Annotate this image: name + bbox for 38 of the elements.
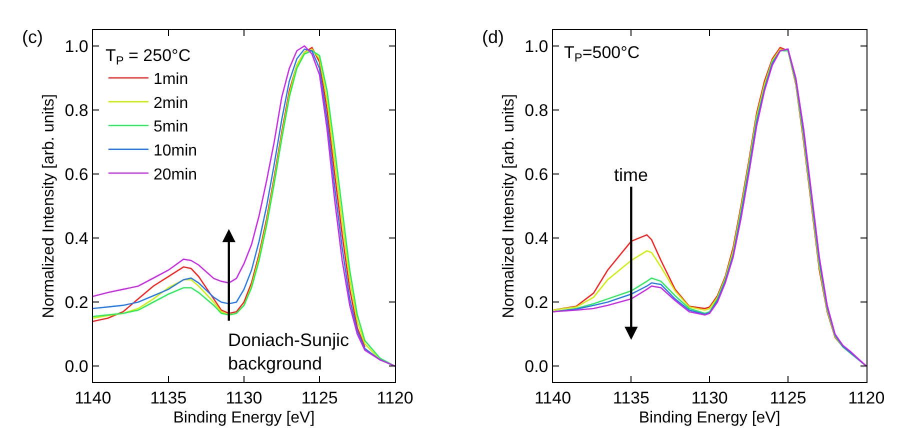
y-tick-label: 0.0 [524, 357, 548, 376]
y-axis-title: Normalized Intensity [arb. units] [500, 94, 518, 318]
y-tick-label: 0.4 [524, 229, 548, 248]
x-tick-label: 1140 [534, 388, 572, 408]
legend-title: T$_{P}$ = 250°C [105, 46, 191, 68]
x-tick-label: 1135 [150, 388, 187, 408]
y-tick-label: 0.6 [524, 165, 548, 184]
x-tick-label: 1135 [612, 388, 650, 408]
x-tick-label: 1120 [848, 388, 885, 408]
y-tick-label: 0.2 [64, 293, 88, 312]
x-tick-label: 1130 [691, 388, 728, 408]
legend-label: 5min [153, 118, 188, 136]
y-tick-label: 0.8 [64, 100, 88, 120]
annotation: time [614, 165, 648, 185]
y-tick-label: 0.8 [524, 100, 548, 120]
x-tick-label: 1140 [74, 388, 112, 408]
x-tick-label: 1120 [376, 388, 414, 408]
legend-label: 20min [153, 166, 198, 184]
y-tick-label: 0.2 [524, 293, 548, 312]
line-series [92, 46, 366, 348]
chart-title: (c) [22, 27, 43, 47]
y-tick-label: 1.0 [64, 36, 88, 56]
y-axis-title: Normalized Intensity [arb. units] [40, 94, 58, 318]
chart-title: (d) [482, 27, 504, 47]
legend-label: 1min [153, 71, 188, 88]
legend-label: 10min [153, 142, 198, 160]
y-tick-label: 0.0 [64, 357, 88, 376]
y-tick-label: 1.0 [524, 36, 548, 56]
x-axis-title: Binding Energy [eV] [173, 409, 315, 426]
y-tick-label: 0.4 [64, 229, 88, 248]
x-tick-label: 1125 [301, 388, 338, 408]
x-tick-label: 1125 [770, 388, 806, 408]
annotation: T$_{P}$=500°C [564, 43, 640, 65]
annotation: Doniach-Sunjic background [228, 330, 350, 374]
x-tick-label: 1130 [226, 388, 262, 408]
y-tick-label: 0.6 [64, 165, 88, 184]
legend-label: 2min [153, 94, 188, 112]
x-axis-title: Binding Energy [eV] [638, 409, 780, 426]
